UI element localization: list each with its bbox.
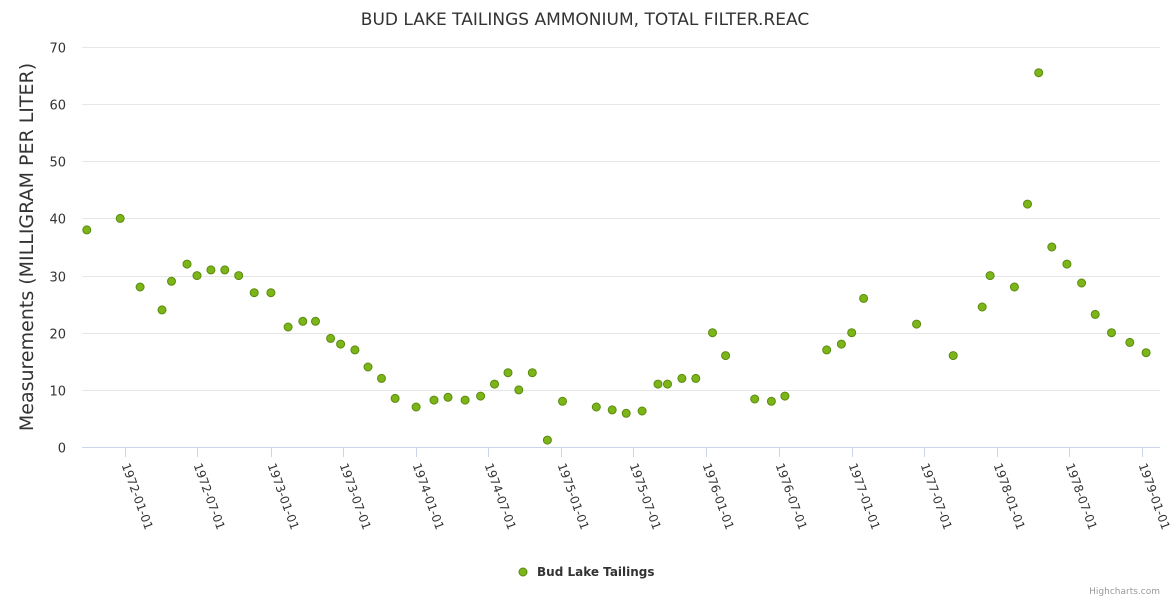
data-point[interactable] — [558, 396, 567, 406]
data-point[interactable] — [542, 435, 552, 445]
data-point[interactable] — [1047, 242, 1057, 252]
data-point[interactable] — [691, 373, 701, 383]
data-point[interactable] — [1077, 278, 1087, 288]
data-point[interactable] — [390, 393, 400, 403]
legend[interactable]: Bud Lake Tailings — [518, 565, 655, 579]
data-point[interactable] — [514, 385, 524, 395]
data-point[interactable] — [1141, 348, 1151, 358]
data-point[interactable] — [350, 345, 360, 355]
y-tick-label: 10 — [49, 385, 66, 400]
data-point[interactable] — [653, 379, 663, 389]
data-point[interactable] — [985, 271, 995, 281]
data-point[interactable] — [607, 405, 617, 415]
data-point[interactable] — [82, 225, 92, 235]
data-point[interactable] — [443, 392, 453, 402]
y-tick-label: 60 — [49, 99, 66, 114]
data-point[interactable] — [283, 322, 293, 332]
data-point[interactable] — [1023, 199, 1032, 209]
data-point[interactable] — [411, 402, 421, 412]
data-point[interactable] — [912, 319, 922, 329]
legend-item-bud-lake-tailings[interactable]: Bud Lake Tailings — [537, 565, 655, 579]
data-point[interactable] — [135, 282, 145, 292]
data-point[interactable] — [1062, 259, 1072, 269]
data-point[interactable] — [503, 368, 513, 378]
data-point[interactable] — [298, 316, 308, 326]
data-point[interactable] — [1107, 328, 1116, 338]
data-point[interactable] — [490, 379, 499, 389]
data-point[interactable] — [621, 408, 631, 418]
data-point[interactable] — [859, 293, 869, 303]
legend-symbol[interactable] — [518, 567, 528, 577]
data-point[interactable] — [311, 316, 320, 326]
gridlines — [82, 47, 1160, 391]
y-tick-label: 30 — [49, 271, 66, 286]
data-point[interactable] — [663, 379, 672, 389]
y-axis: 0 10 20 30 40 50 60 70 — [49, 42, 66, 457]
data-point[interactable] — [721, 351, 731, 361]
data-point[interactable] — [750, 394, 760, 404]
data-point[interactable] — [948, 351, 958, 361]
data-point[interactable] — [476, 391, 486, 401]
data-point[interactable] — [206, 265, 216, 275]
data-point[interactable] — [780, 391, 790, 401]
data-point[interactable] — [847, 328, 857, 338]
data-point[interactable] — [192, 271, 202, 281]
data-point[interactable] — [266, 288, 276, 298]
data-point[interactable] — [167, 276, 176, 286]
data-point[interactable] — [336, 339, 346, 349]
data-point[interactable] — [377, 373, 386, 383]
data-point[interactable] — [220, 265, 230, 275]
data-point[interactable] — [1034, 68, 1044, 78]
data-point[interactable] — [977, 302, 987, 312]
data-point[interactable] — [708, 328, 717, 338]
y-tick-label: 20 — [49, 328, 66, 343]
data-point[interactable] — [157, 305, 167, 315]
data-point[interactable] — [326, 333, 336, 343]
data-point[interactable] — [677, 373, 687, 383]
data-point[interactable] — [460, 395, 470, 405]
y-tick-label: 70 — [49, 42, 66, 57]
data-point[interactable] — [234, 271, 244, 281]
data-point[interactable] — [429, 395, 439, 405]
data-point[interactable] — [1009, 282, 1019, 292]
data-point[interactable] — [249, 288, 259, 298]
y-tick-label: 40 — [49, 213, 66, 228]
data-point[interactable] — [766, 396, 776, 406]
data-point[interactable] — [637, 406, 647, 416]
data-point[interactable] — [527, 368, 537, 378]
data-point[interactable] — [115, 213, 125, 223]
credits-link[interactable]: Highcharts.com — [1089, 587, 1160, 597]
y-tick-label: 0 — [58, 442, 66, 457]
data-point[interactable] — [363, 362, 373, 372]
y-tick-label: 50 — [49, 156, 66, 171]
data-point[interactable] — [836, 339, 846, 349]
series-bud-lake-tailings[interactable] — [82, 68, 1170, 445]
data-point[interactable] — [182, 259, 192, 269]
y-axis-label: Measurements (MILLIGRAM PER LITER) — [16, 63, 38, 431]
chart-title: BUD LAKE TAILINGS AMMONIUM, TOTAL FILTER… — [361, 10, 809, 30]
data-point[interactable] — [1090, 309, 1100, 319]
data-point[interactable] — [591, 402, 601, 412]
data-point[interactable] — [1125, 337, 1135, 347]
data-point[interactable] — [822, 345, 832, 355]
